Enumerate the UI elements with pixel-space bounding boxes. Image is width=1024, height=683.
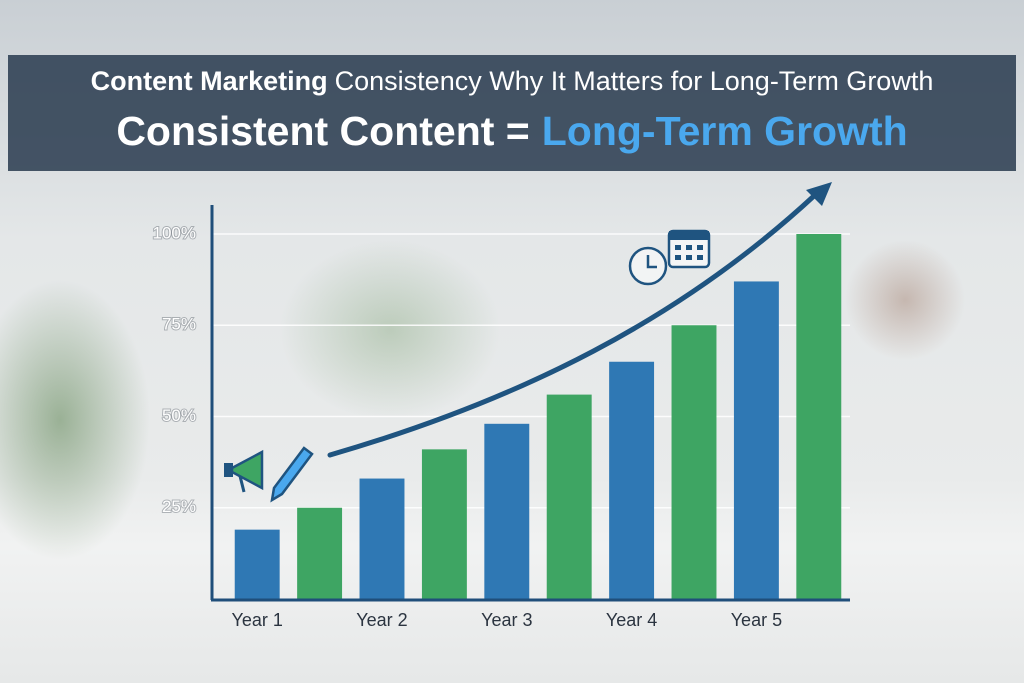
bar [733,281,779,599]
headline-white: Consistent Content = [116,108,529,154]
bar [796,234,842,599]
clock-icon [628,246,668,286]
headline: Consistent Content = Long-Term Growth [116,108,907,154]
bar [297,507,343,599]
bar [609,361,655,599]
y-tick-label: 25% [162,497,196,516]
title: Content Marketing Consistency Why It Matt… [91,66,934,96]
bar [234,529,280,599]
y-tick-label: 75% [162,315,196,334]
headline-accent: Long-Term Growth [542,108,908,154]
bar [421,449,467,599]
y-tick-label: 100% [153,223,196,242]
plot: 25% 50% 75% 100% Year 1 Year 2 Year 3 Year 4 Yea… [152,222,850,630]
x-tick-label: Year 3 [481,610,532,630]
header-band [8,55,1016,171]
y-tick-label: 50% [162,406,196,425]
x-tick-label: Year 2 [356,610,407,630]
trend-arrow [327,192,818,458]
pen-icon [270,446,314,503]
title-bold: Content Marketing [91,66,328,96]
arrow-head [806,182,832,206]
x-tick-label: Year 5 [731,610,782,630]
title-rest: Consistency Why It Matters for Long-Term… [335,66,934,96]
bar [484,423,530,599]
bar [359,478,405,599]
x-tick-label: Year 1 [232,610,283,630]
bar [671,325,717,599]
x-tick-label: Year 4 [606,610,657,630]
megaphone-icon [224,449,264,493]
calendar-icon [667,229,711,269]
bar [546,394,592,599]
